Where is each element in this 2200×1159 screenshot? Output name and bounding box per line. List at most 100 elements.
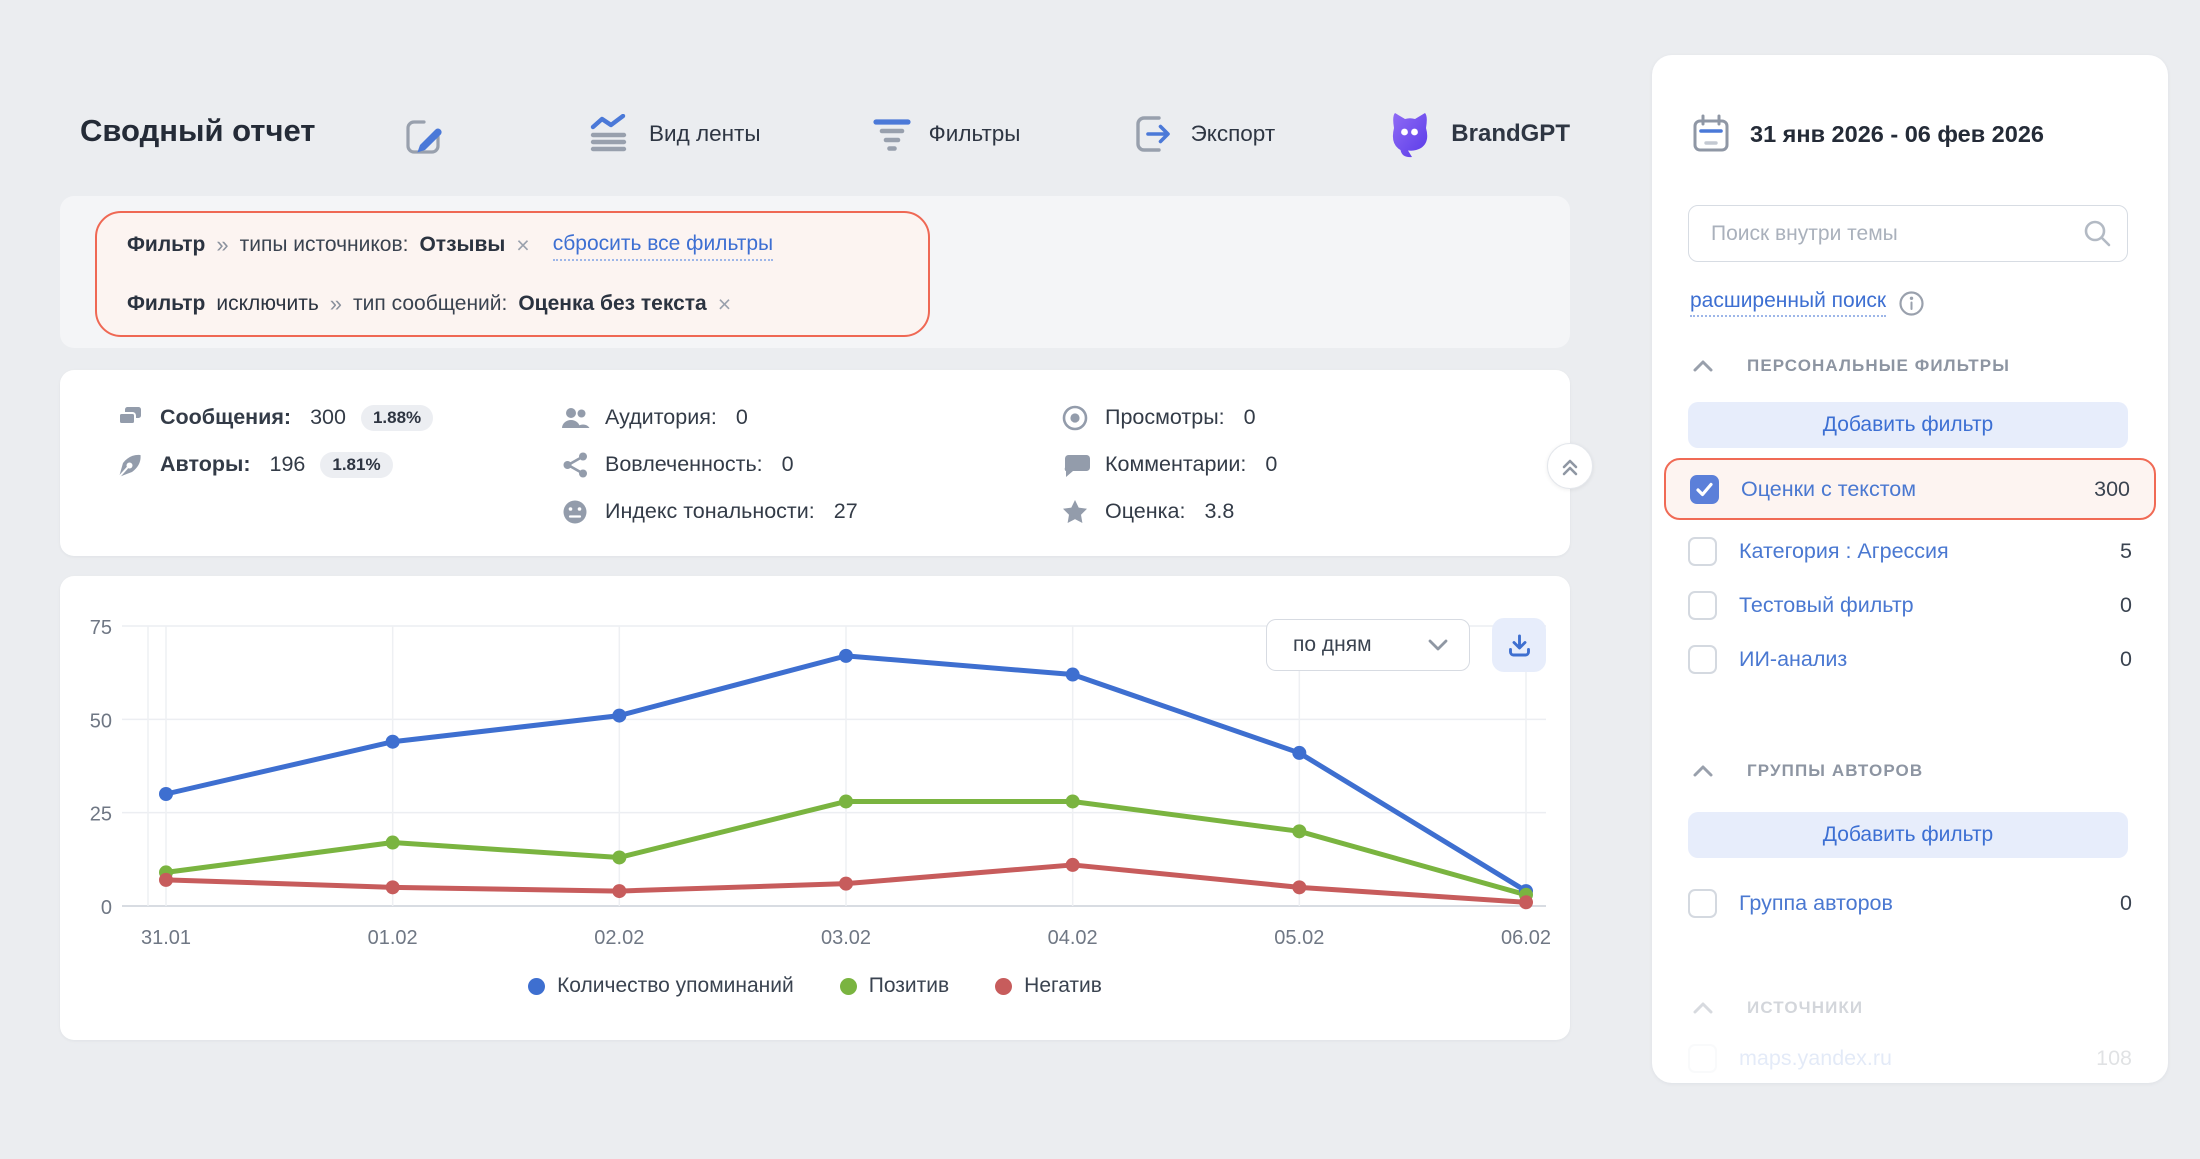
stat-value: 0 [735,405,748,429]
stat-label: Комментарии: [1105,452,1247,476]
svg-text:05.02: 05.02 [1274,927,1324,949]
section-sources: ИСТОЧНИКИ [1692,993,2132,1023]
filter-item-author-group[interactable]: Группа авторов 0 [1688,875,2132,931]
messages-icon [118,406,141,425]
filter-item-category-aggression[interactable]: Категория : Агрессия 5 [1688,523,2132,579]
stat-value: 300 [310,405,346,429]
legend-item[interactable]: Позитив [839,974,950,998]
section-personal-filters: ПЕРСОНАЛЬНЫЕ ФИЛЬТРЫ [1692,351,2132,381]
legend-item[interactable]: Негатив [995,974,1102,998]
pen-icon [118,454,141,478]
checkbox[interactable] [1688,644,1717,674]
add-personal-filter-button[interactable]: Добавить фильтр [1688,402,2128,448]
filter-value: Оценка без текста [518,292,707,315]
legend-dot [839,977,857,995]
filter-row-sources: Фильтр » типы источников: Отзывы × сброс… [127,229,898,261]
filters-sidebar: 31 янв 2026 - 06 фев 2026 расширенный по… [1652,55,2168,1083]
collapse-stats-button[interactable] [1547,443,1593,489]
filter-field: типы источников: [239,233,409,256]
search-input[interactable] [1688,205,2128,262]
filter-item-count: 0 [2120,890,2132,915]
checkbox[interactable] [1690,474,1719,504]
filter-item-test-filter[interactable]: Тестовый фильтр 0 [1688,577,2132,633]
comment-icon [1064,454,1090,477]
filter-prefix: Фильтр [127,292,206,315]
legend-item[interactable]: Количество упоминаний [528,974,794,998]
checkbox[interactable] [1688,590,1717,620]
legend-label: Количество упоминаний [557,974,794,997]
search-icon[interactable] [2082,218,2112,248]
active-filters-highlight: Фильтр » типы источников: Отзывы × сброс… [95,211,930,337]
download-chart-button[interactable] [1492,618,1546,672]
svg-text:02.02: 02.02 [594,927,644,949]
export-label: Экспорт [1190,121,1276,146]
brandgpt-cat-icon [1393,113,1428,158]
stat-label: Индекс тональности: [605,499,815,523]
checkbox[interactable] [1688,536,1717,566]
feed-view-label: Вид ленты [649,121,761,146]
remove-filter-icon[interactable]: × [516,232,530,258]
feed-view-button[interactable]: Вид ленты [588,114,761,154]
filter-item-label: Категория : Агрессия [1739,538,1949,563]
info-icon[interactable] [1898,290,1925,317]
legend-label: Негатив [1024,974,1102,997]
checkbox[interactable] [1688,1043,1717,1073]
legend-label: Позитив [868,974,950,997]
stat-messages: Сообщения: 300 1.88% [115,394,434,441]
filter-field: тип сообщений: [353,292,508,315]
double-chevron-up-icon [1562,459,1578,476]
add-author-group-button[interactable]: Добавить фильтр [1688,812,2128,858]
advanced-search-link[interactable]: расширенный поиск [1690,289,1887,317]
filter-item-label: Тестовый фильтр [1739,592,1914,617]
svg-text:03.02: 03.02 [821,927,871,949]
svg-text:01.02: 01.02 [368,927,418,949]
export-button[interactable]: Экспорт [1130,111,1276,157]
date-range-label: 31 янв 2026 - 06 фев 2026 [1750,120,2044,147]
filter-item-label: maps.yandex.ru [1739,1045,1892,1070]
filter-item-label: Группа авторов [1739,890,1893,915]
edit-report-button[interactable] [400,114,446,160]
remove-filter-icon[interactable]: × [717,291,732,317]
share-icon [563,452,587,477]
legend-dot [528,977,546,995]
svg-text:50: 50 [90,710,112,732]
granularity-select[interactable]: по дням [1266,619,1470,671]
brandgpt-button[interactable]: BrandGPT [1384,108,1570,160]
date-range-picker[interactable]: 31 янв 2026 - 06 фев 2026 [1690,113,2044,155]
filter-item-count: 0 [2120,592,2132,617]
checkbox[interactable] [1688,888,1717,918]
svg-text:04.02: 04.02 [1048,927,1098,949]
edit-icon [406,120,442,154]
stat-value: 3.8 [1204,499,1235,523]
calendar-icon [1693,114,1729,152]
reset-all-filters-link[interactable]: сбросить все фильтры [552,229,774,261]
arrow-separator: » [216,232,229,257]
svg-text:25: 25 [90,804,112,826]
brandgpt-label: BrandGPT [1451,120,1570,147]
svg-text:06.02: 06.02 [1501,927,1551,949]
filters-button[interactable]: Фильтры [870,114,1020,154]
filter-item-ai-analysis[interactable]: ИИ-анализ 0 [1688,631,2132,687]
chart-legend: Количество упоминаний Позитив Негатив [60,974,1570,998]
stat-value: 0 [1243,405,1256,429]
line-chart: 0 25 50 75 31.01 01.02 02.02 03.02 04.02 05.02 06.… [90,617,1551,949]
chevron-down-icon [1428,639,1448,651]
filter-item-ratings-with-text[interactable]: Оценки с текстом 300 [1664,458,2156,520]
arrow-separator: » [329,291,343,316]
eye-icon [1062,405,1088,430]
stat-label: Вовлеченность: [605,452,763,476]
chevron-up-icon[interactable] [1692,764,1714,778]
active-filters-panel: Фильтр » типы источников: Отзывы × сброс… [60,196,1570,348]
chevron-up-icon[interactable] [1692,1001,1714,1015]
filter-row-message-type: Фильтр исключить » тип сообщений: Оценка… [127,289,898,319]
stat-label: Оценка: [1105,499,1186,523]
chevron-up-icon[interactable] [1692,359,1714,373]
stat-label: Авторы: [160,452,251,476]
stat-label: Аудитория: [605,405,717,429]
stat-rating: Оценка: 3.8 [1060,488,1277,535]
filter-item-maps-yandex[interactable]: maps.yandex.ru 108 [1688,1030,2132,1083]
filter-prefix: Фильтр [127,233,206,256]
stat-label: Просмотры: [1105,405,1225,429]
export-icon [1135,116,1170,152]
